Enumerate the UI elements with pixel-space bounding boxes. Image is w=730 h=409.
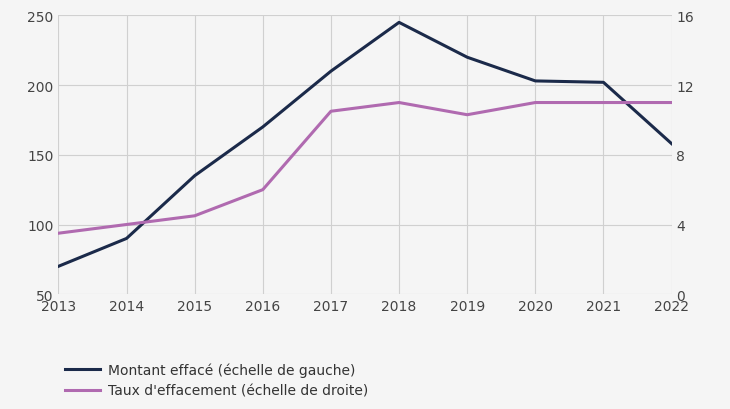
Legend: Montant effacé (échelle de gauche), Taux d'effacement (échelle de droite): Montant effacé (échelle de gauche), Taux… xyxy=(66,363,369,398)
